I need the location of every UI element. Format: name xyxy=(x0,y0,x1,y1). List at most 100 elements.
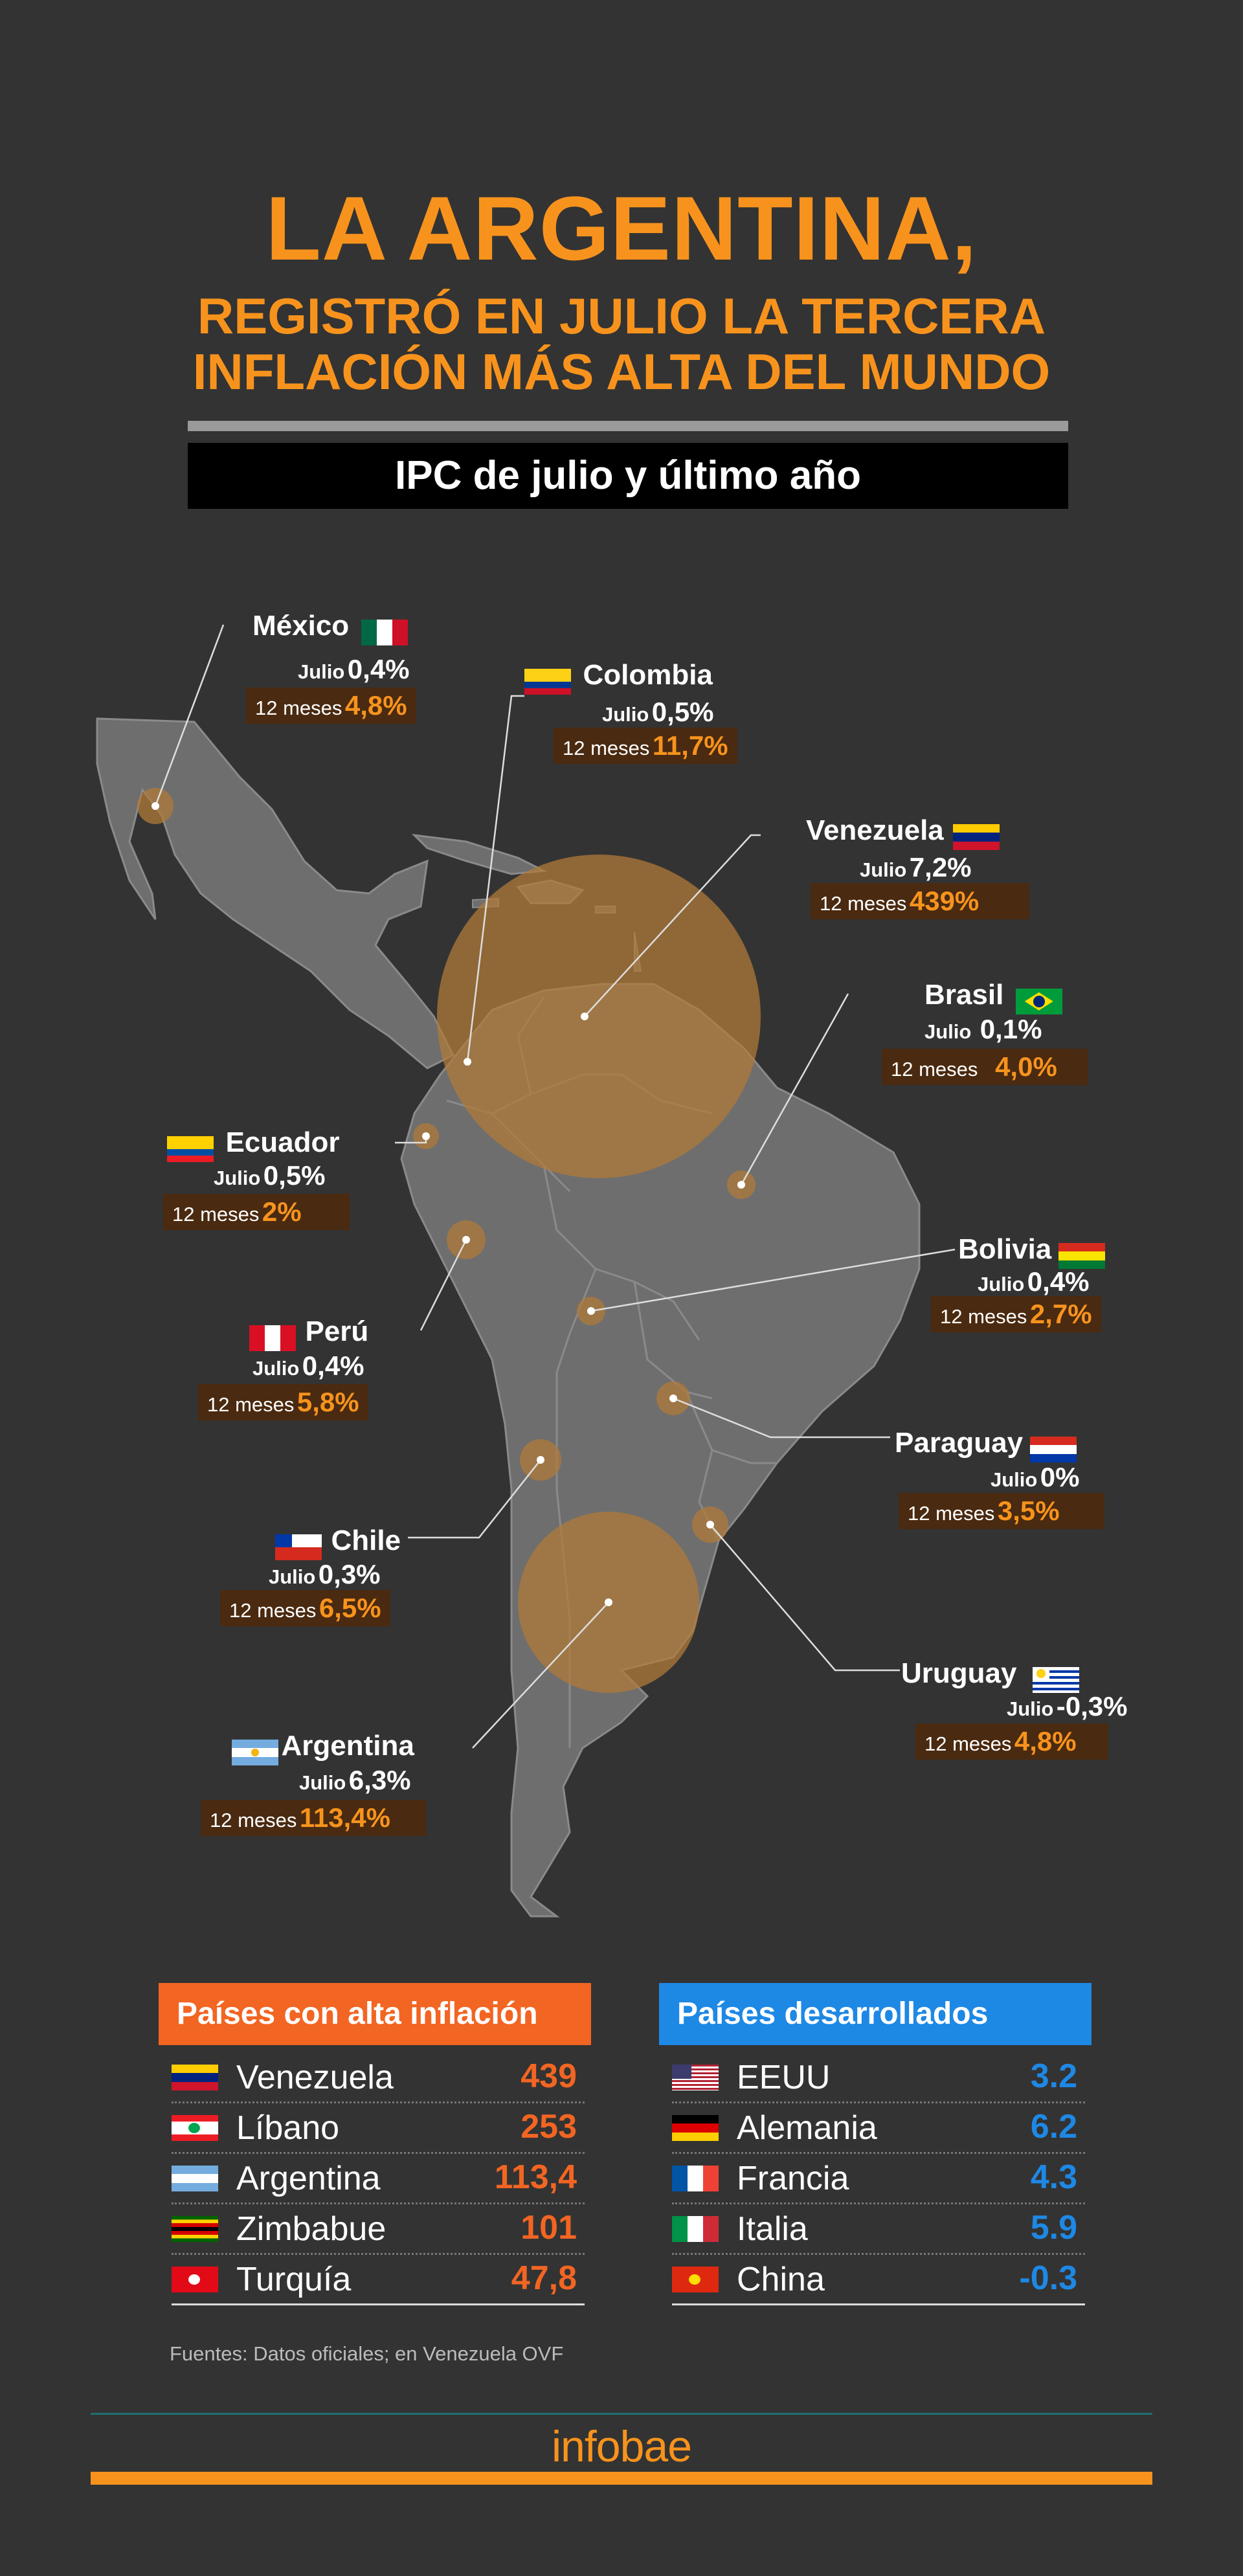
country-name: México xyxy=(252,610,350,642)
mexico-central-america-shape xyxy=(96,717,455,1070)
doce-meses-venezuela: 12 meses 439% xyxy=(811,883,1029,919)
lebanon-flag-icon xyxy=(172,2115,218,2141)
leader-lines xyxy=(154,624,956,1749)
table-row: Turquía 47,8 xyxy=(172,2255,585,2305)
julio-mexico: Julio 0,4% xyxy=(298,654,410,684)
doce-meses-colombia: 12 meses 11,7% xyxy=(554,728,737,764)
headline-line2: REGISTRÓ EN JULIO LA TERCERA xyxy=(197,287,1046,344)
venezuela-flag-icon xyxy=(953,823,1000,850)
label-venezuela: Venezuela xyxy=(806,814,1000,850)
doce-meses-peru: 12 meses 5,8% xyxy=(198,1384,368,1420)
row-value: 6.2 xyxy=(1030,2108,1077,2145)
turkey-flag-icon xyxy=(172,2267,218,2292)
argentina-flag-icon xyxy=(172,2166,218,2191)
doce-meses-chile: 12 meses 6,5% xyxy=(220,1590,390,1626)
doce-meses-bolivia: 12 meses 2,7% xyxy=(931,1296,1101,1332)
colombia-flag-icon xyxy=(524,668,571,695)
doce-meses-argentina: 12 meses 113,4% xyxy=(201,1800,426,1836)
label-bolivia: Bolivia xyxy=(958,1233,1105,1269)
subtitle-banner: IPC de julio y último año xyxy=(188,443,1068,509)
row-value: 4.3 xyxy=(1030,2158,1077,2196)
table-row: Francia 4.3 xyxy=(672,2154,1085,2204)
cuba-shape xyxy=(411,833,548,875)
label-paraguay: Paraguay xyxy=(895,1427,1077,1462)
doce-meses-ecuador: 12 meses 2% xyxy=(163,1194,350,1230)
label-mexico: México xyxy=(252,610,408,645)
doce-meses-brasil: 12 meses 4,0% xyxy=(882,1049,1088,1085)
doce-meses-uruguay: 12 meses 4,8% xyxy=(915,1723,1108,1760)
row-country-name: Turquía xyxy=(236,2261,352,2298)
row-value: 113,4 xyxy=(494,2158,577,2196)
julio-argentina: Julio 6,3% xyxy=(299,1765,411,1795)
table-row: EEUU 3.2 xyxy=(672,2053,1085,2103)
developed-table: Países desarrollados EEUU 3.2 Alemania 6.2 F… xyxy=(659,1983,1092,2305)
developed-header: Países desarrollados xyxy=(659,1983,1092,2045)
julio-venezuela: Julio 7,2% xyxy=(860,852,972,882)
row-value: 3.2 xyxy=(1030,2057,1077,2095)
row-country-name: Venezuela xyxy=(236,2059,394,2096)
label-argentina: Argentina xyxy=(232,1730,414,1765)
label-brasil: Brasil xyxy=(924,979,1062,1014)
table-row: Venezuela 439 xyxy=(172,2053,585,2103)
row-country-name: Francia xyxy=(737,2160,849,2197)
germany-flag-icon xyxy=(672,2115,719,2141)
usa-flag-icon xyxy=(672,2065,719,2090)
peru-flag-icon xyxy=(249,1325,296,1351)
row-country-name: China xyxy=(737,2261,825,2298)
julio-uruguay: Julio -0,3% xyxy=(1007,1691,1128,1721)
ecuador-flag-icon xyxy=(167,1136,214,1162)
julio-bolivia: Julio 0,4% xyxy=(978,1266,1090,1297)
bubble-venezuela xyxy=(437,855,761,1178)
row-value: 47,8 xyxy=(511,2259,577,2297)
row-country-name: Italia xyxy=(737,2210,808,2248)
title-divider xyxy=(188,421,1068,431)
row-country-name: EEUU xyxy=(737,2059,831,2096)
julio-ecuador: Julio 0,5% xyxy=(214,1160,326,1191)
table-bottom-rule xyxy=(172,2303,585,2305)
row-country-name: Argentina xyxy=(236,2160,381,2197)
chile-flag-icon xyxy=(275,1534,322,1560)
table-row: Italia 5.9 xyxy=(672,2204,1085,2255)
row-value: 101 xyxy=(521,2209,577,2246)
row-country-name: Líbano xyxy=(236,2109,340,2147)
julio-brasil: Julio 0,1% xyxy=(924,1014,1042,1044)
france-flag-icon xyxy=(672,2166,719,2191)
julio-chile: Julio 0,3% xyxy=(269,1559,381,1589)
china-flag-icon xyxy=(672,2267,719,2292)
zimbabwe-flag-icon xyxy=(172,2216,218,2242)
south-america-shape xyxy=(400,983,921,1918)
row-country-name: Zimbabue xyxy=(236,2210,386,2248)
label-chile: Chile xyxy=(275,1525,401,1560)
table-row: Alemania 6.2 xyxy=(672,2103,1085,2154)
brasil-flag-icon xyxy=(1015,988,1062,1014)
footer-divider xyxy=(91,2413,1152,2415)
table-row: China -0.3 xyxy=(672,2255,1085,2305)
footer-bar xyxy=(91,2472,1152,2485)
paraguay-flag-icon xyxy=(1029,1436,1077,1462)
row-value: 253 xyxy=(521,2108,577,2145)
row-value: 5.9 xyxy=(1030,2209,1077,2246)
doce-meses-paraguay: 12 meses 3,5% xyxy=(899,1493,1104,1529)
high-inflation-header: Países con alta inflación xyxy=(159,1983,591,2045)
headline-line1: LA ARGENTINA, xyxy=(265,177,978,279)
venezuela-flag-icon xyxy=(172,2065,218,2090)
table-row: Argentina 113,4 xyxy=(172,2154,585,2204)
label-ecuador: Ecuador xyxy=(167,1126,340,1162)
sources-note: Fuentes: Datos oficiales; en Venezuela O… xyxy=(170,2342,564,2365)
table-row: Zimbabue 101 xyxy=(172,2204,585,2255)
bolivia-flag-icon xyxy=(1058,1242,1105,1269)
table-row: Líbano 253 xyxy=(172,2103,585,2154)
high-inflation-table: Países con alta inflación Venezuela 439 Lí… xyxy=(159,1983,591,2305)
row-value: 439 xyxy=(521,2057,577,2095)
label-uruguay: Uruguay xyxy=(901,1657,1079,1693)
headline-line3: INFLACIÓN MÁS ALTA DEL MUNDO xyxy=(192,342,1051,400)
latin-america-map xyxy=(96,624,956,1918)
label-peru: Perú xyxy=(249,1316,368,1351)
table-bottom-rule xyxy=(672,2303,1085,2305)
headline-line2-3: REGISTRÓ EN JULIO LA TERCERA INFLACIÓN M… xyxy=(0,287,1243,400)
italy-flag-icon xyxy=(672,2216,719,2242)
row-country-name: Alemania xyxy=(737,2109,877,2147)
mexico-flag-icon xyxy=(361,619,408,645)
julio-paraguay: Julio 0% xyxy=(991,1462,1080,1492)
uruguay-flag-icon xyxy=(1032,1666,1079,1693)
